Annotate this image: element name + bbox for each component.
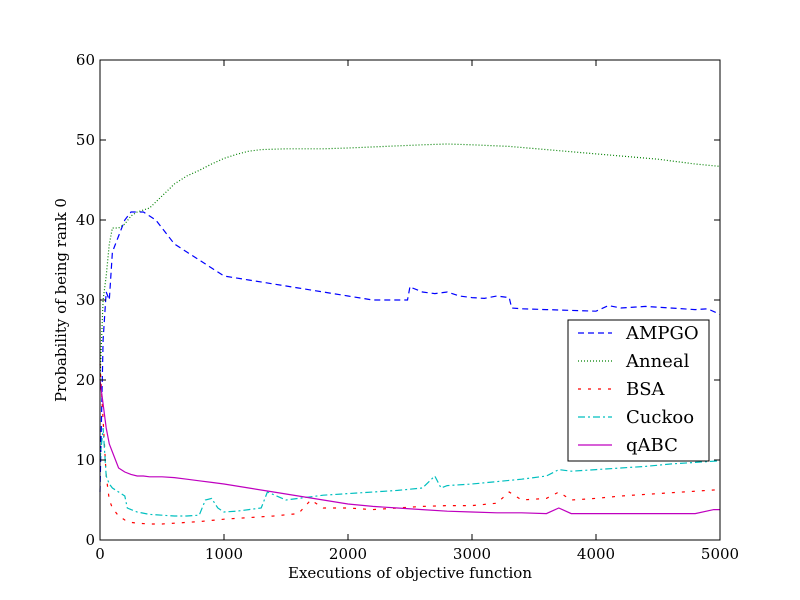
legend-label-anneal: Anneal [625, 351, 690, 372]
y-tick-label: 40 [76, 211, 95, 229]
y-tick-label: 50 [76, 131, 95, 149]
x-tick-label: 2000 [329, 545, 367, 563]
tick-labels-layer: 0 1000 2000 3000 4000 5000 0 10 20 30 40 50 60 [76, 51, 739, 563]
x-tick-label: 4000 [577, 545, 615, 563]
y-tick-label: 0 [85, 531, 95, 549]
series-line-cuckoo [99, 427, 721, 517]
legend-label-qabc: qABC [626, 435, 678, 456]
y-tick-label: 20 [76, 371, 95, 389]
y-tick-label: 30 [76, 291, 95, 309]
y-axis-label: Probability of being rank 0 [52, 198, 70, 402]
series-line-anneal [99, 143, 721, 381]
series-line-bsa [99, 363, 721, 525]
legend-label-cuckoo: Cuckoo [626, 407, 694, 428]
ticks-layer [99, 59, 721, 541]
x-axis-label: Executions of objective function [288, 564, 532, 582]
series-layer [99, 143, 721, 525]
x-tick-label: 1000 [205, 545, 243, 563]
x-tick-label: 0 [95, 545, 105, 563]
y-tick-label: 60 [76, 51, 95, 69]
legend: AMPGO Anneal BSA Cuckoo qABC [567, 319, 710, 462]
y-tick-label: 10 [76, 451, 95, 469]
legend-label-ampgo: AMPGO [625, 323, 699, 344]
legend-box [567, 319, 710, 462]
series-line-ampgo [99, 211, 721, 493]
x-tick-label: 5000 [701, 545, 739, 563]
x-tick-label: 3000 [453, 545, 491, 563]
series-line-qabc [99, 379, 720, 515]
legend-label-bsa: BSA [626, 379, 666, 400]
